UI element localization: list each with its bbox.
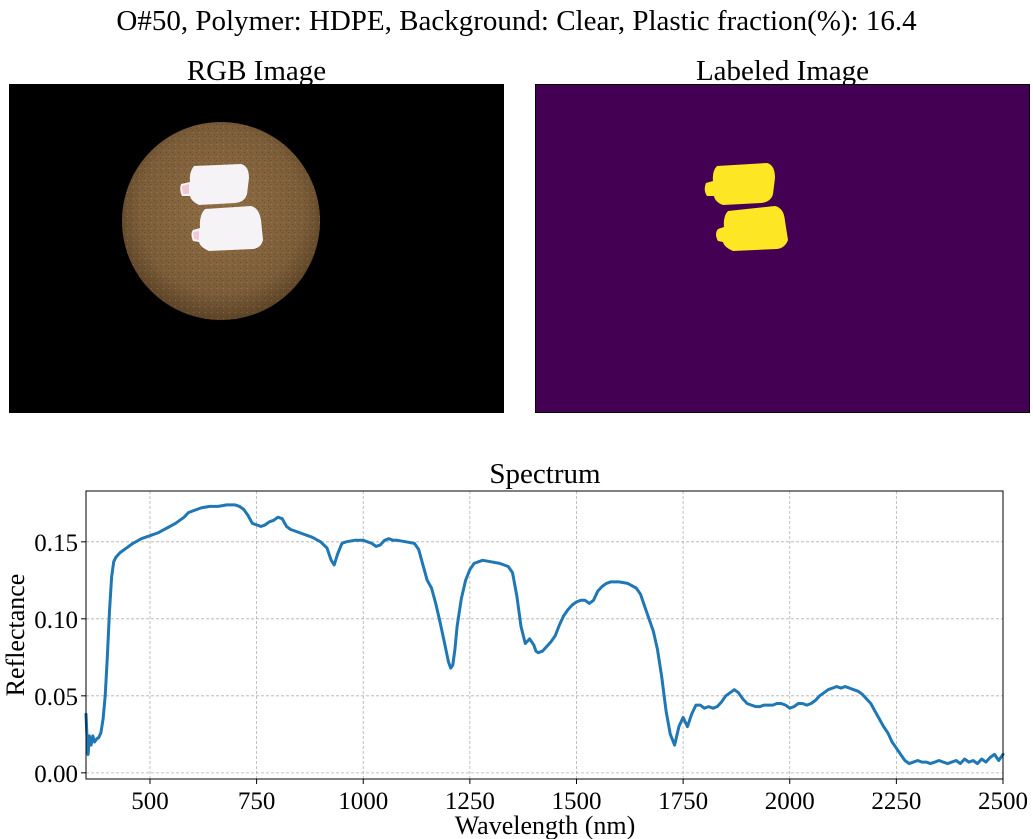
labeled-image-title: Labeled Image — [695, 55, 870, 87]
x-axis-label: Wavelength (nm) — [455, 811, 636, 839]
x-tick-label: 1750 — [658, 788, 708, 815]
x-tick-label: 2250 — [871, 788, 921, 815]
x-tick-label: 1500 — [551, 788, 601, 815]
x-tick-label: 750 — [238, 788, 276, 815]
y-tick-label: 0.05 — [34, 684, 78, 711]
labeled-image-panel — [535, 84, 1030, 413]
plastic-piece-2 — [191, 206, 263, 251]
spectrum-chart: Spectrum 500 750 1000 1250 1500 1750 2000 2250 2… — [1, 458, 1028, 839]
x-tick-label: 500 — [131, 788, 169, 815]
x-tick-label: 1250 — [445, 788, 495, 815]
y-tick-label: 0.00 — [34, 761, 78, 788]
x-tick-label: 1000 — [338, 788, 388, 815]
plastic-tint-1 — [182, 184, 189, 194]
chart-title: Spectrum — [489, 458, 601, 490]
series-layer — [84, 503, 1005, 766]
rgb-image — [9, 84, 504, 413]
label-background — [535, 84, 1030, 413]
labeled-image — [535, 84, 1030, 413]
plot-frame — [85, 490, 1004, 780]
x-tick-label: 2000 — [765, 788, 815, 815]
label-plastic-1 — [704, 163, 775, 205]
label-plastic-2 — [716, 206, 788, 251]
y-tick-label: 0.15 — [34, 530, 78, 557]
rgb-image-title: RGB Image — [186, 55, 327, 87]
series-line-0 — [84, 503, 1005, 766]
plastic-piece-1 — [180, 164, 249, 205]
figure-suptitle: O#50, Polymer: HDPE, Background: Clear, … — [116, 5, 917, 37]
x-axis-ticks: 500 750 1000 1250 1500 1750 2000 2250 2500 — [131, 779, 1028, 815]
y-tick-label: 0.10 — [34, 607, 78, 634]
y-axis-ticks: 0.00 0.05 0.10 0.15 — [34, 530, 86, 788]
y-axis-label: Reflectance — [1, 574, 30, 697]
grid-lines — [86, 491, 1004, 779]
rgb-image-panel — [9, 84, 504, 413]
x-tick-label: 2500 — [978, 788, 1028, 815]
plastic-tint-2 — [193, 231, 199, 240]
